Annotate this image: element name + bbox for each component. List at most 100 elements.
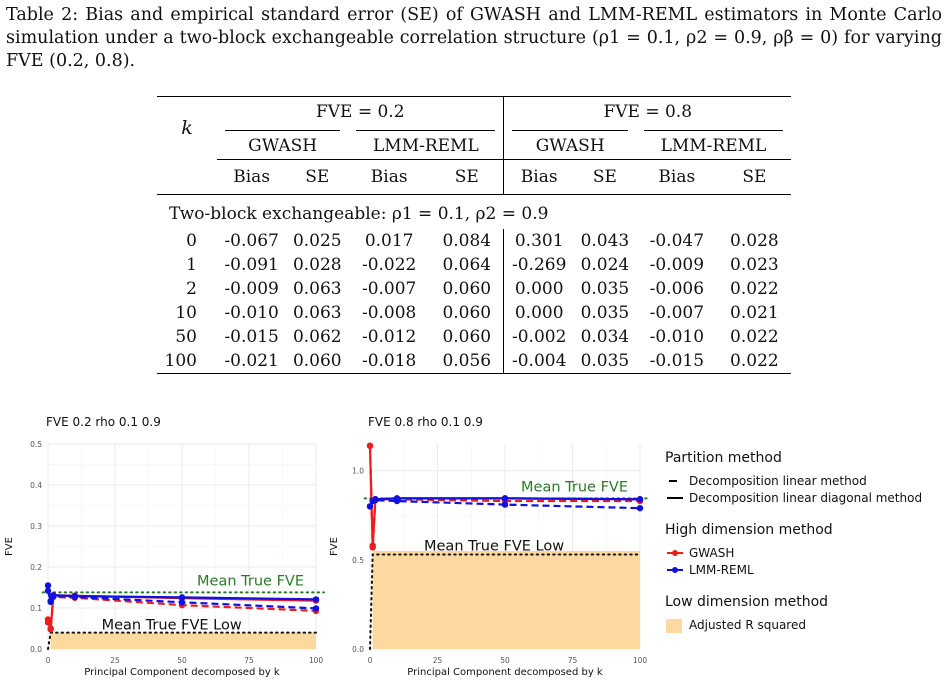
value-cell: -0.091 [224, 254, 279, 275]
legend-title-high: High dimension method [665, 522, 833, 538]
stat-header: SE [286, 159, 349, 194]
data-point-lmm-reml [372, 496, 379, 504]
value-cell: -0.018 [361, 350, 417, 371]
value-cell: 0.060 [292, 350, 342, 371]
data-point-lmm-reml [393, 497, 401, 505]
x-tick-label: 25 [433, 656, 443, 665]
data-point-lmm-reml [501, 501, 509, 508]
chart-title: FVE 0.8 rho 0.1 0.9 [368, 415, 483, 429]
stat-header: Bias [217, 159, 287, 194]
annotation-mean-true-fve: Mean True FVE [521, 479, 628, 495]
chart-title: FVE 0.2 rho 0.1 0.9 [46, 415, 161, 429]
value-cell: -0.006 [649, 278, 705, 299]
value-cell: -0.007 [649, 302, 705, 323]
y-tick-label: 0.2 [30, 563, 42, 572]
value-cell: 0.022 [730, 350, 779, 371]
data-point-lmm-reml [312, 605, 320, 612]
table-caption: Table 2: Bias and empirical standard err… [6, 5, 942, 71]
value-cell: 0.063 [292, 302, 342, 323]
data-point-lmm-reml [47, 598, 54, 606]
value-cell: 0.035 [580, 350, 630, 371]
legend: Partition method Decomposition linear me… [665, 450, 945, 633]
data-point-lmm-reml [366, 503, 374, 510]
y-axis-label: FVE [329, 537, 340, 556]
value-cell: 0.021 [730, 302, 779, 323]
value-cell: -0.009 [649, 254, 705, 275]
chart-left: Mean True FVE Mean True FVE Low 0 25 50 75 100… [4, 440, 326, 678]
value-cell: 0.024 [580, 254, 630, 275]
k-cell: 0 [186, 230, 197, 251]
annotation-mean-true-fve: Mean True FVE [197, 573, 304, 589]
data-point-gwash [366, 442, 374, 449]
value-cell: -0.015 [224, 326, 279, 347]
y-tick-label: 0.0 [352, 645, 364, 654]
k-cell: 50 [175, 326, 197, 347]
table-row: 100 -0.021 0.060 -0.018 0.056 -0.004 0.035 -0.0… [157, 348, 791, 373]
annotation-mean-true-fve-low: Mean True FVE Low [102, 618, 242, 634]
data-point-lmm-reml [312, 596, 320, 603]
value-cell: -0.022 [361, 254, 417, 275]
value-cell: 0.062 [292, 326, 342, 347]
y-axis-label: FVE [4, 537, 15, 556]
fve-group-header: FVE = 0.8 [503, 96, 791, 127]
stat-header: SE [430, 159, 504, 194]
legend-item: Decomposition linear diagonal method [665, 489, 945, 506]
legend-item: Adjusted R squared [665, 616, 945, 633]
value-cell: 0.022 [730, 278, 779, 299]
x-tick-label: 50 [177, 656, 187, 665]
method-header: GWASH [217, 127, 348, 160]
data-point-gwash [44, 619, 52, 626]
value-cell: -0.008 [361, 302, 417, 323]
data-point-lmm-reml [178, 599, 186, 606]
data-point-lmm-reml [636, 496, 644, 503]
data-point-lmm-reml [636, 504, 644, 512]
method-header: LMM-REML [636, 127, 791, 160]
figure: FVE 0.2 rho 0.1 0.9 FVE 0.8 rho 0.1 0.9 … [0, 410, 948, 691]
value-cell: 0.063 [292, 278, 342, 299]
x-tick-label: 0 [46, 656, 51, 665]
value-cell: 0.035 [580, 278, 630, 299]
x-tick-label: 0 [368, 656, 373, 665]
y-tick-label: 0.5 [352, 556, 364, 565]
value-cell: 0.060 [442, 302, 492, 323]
data-point-lmm-reml [501, 495, 509, 502]
k-cell: 100 [164, 350, 197, 371]
group-label: Two-block exchangeable: ρ1 = 0.1, ρ2 = 0… [169, 203, 549, 224]
y-tick-label: 0.1 [30, 604, 42, 613]
table-row: 0 -0.067 0.025 0.017 0.084 0.301 0.043 -0.047 0.… [157, 228, 791, 253]
y-tick-label: 0.3 [30, 522, 42, 531]
adjusted-r-squared-area [50, 632, 317, 649]
legend-label: Decomposition linear diagonal method [689, 490, 923, 505]
value-cell: 0.060 [442, 278, 492, 299]
value-cell: 0.034 [580, 326, 630, 347]
value-cell: 0.022 [730, 326, 779, 347]
data-point-lmm-reml [44, 587, 52, 594]
table-row: 2 -0.009 0.063 -0.007 0.060 0.000 0.035 -0.006 0… [157, 276, 791, 301]
value-cell: 0.064 [442, 254, 492, 275]
table-row: 50 -0.015 0.062 -0.012 0.060 -0.002 0.034 -0.01… [157, 324, 791, 349]
fill-key [665, 618, 685, 633]
solid-line-key [665, 492, 685, 504]
table-row: 1 -0.091 0.028 -0.022 0.064 -0.269 0.024 -0.009… [157, 252, 791, 277]
stat-header: Bias [635, 159, 718, 194]
series-line-lmm-reml [46, 590, 317, 610]
method-header: LMM-REML [348, 127, 504, 160]
y-tick-label: 1.0 [352, 467, 364, 476]
value-cell: 0.084 [442, 230, 492, 251]
value-cell: 0.056 [442, 350, 492, 371]
legend-title-low: Low dimension method [665, 594, 829, 610]
legend-label: LMM-REML [689, 562, 754, 577]
dashed-line-key [665, 475, 685, 487]
value-cell: -0.269 [503, 252, 574, 277]
table-row: 10 -0.010 0.063 -0.008 0.060 0.000 0.035 -0.007… [157, 300, 791, 325]
value-cell: 0.000 [503, 276, 574, 301]
value-cell: -0.021 [224, 350, 279, 371]
value-cell: -0.007 [361, 278, 417, 299]
chart-right: Mean True FVE Mean True FVE Low 0 25 50 75 100… [329, 442, 650, 678]
legend-title-partition: Partition method [665, 450, 782, 466]
value-cell: 0.043 [580, 230, 630, 251]
value-cell: 0.060 [442, 326, 492, 347]
value-cell: -0.002 [503, 324, 574, 349]
stat-header: Bias [348, 159, 431, 194]
x-tick-label: 100 [309, 656, 324, 665]
